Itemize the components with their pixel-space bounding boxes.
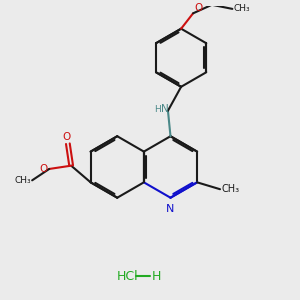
Text: O: O: [194, 3, 202, 13]
Text: N: N: [161, 104, 169, 114]
Text: CH₃: CH₃: [233, 4, 250, 14]
Text: CH₃: CH₃: [222, 184, 240, 194]
Text: HCl: HCl: [117, 270, 139, 283]
Text: CH₃: CH₃: [14, 176, 31, 185]
Text: H: H: [152, 270, 161, 283]
Text: N: N: [166, 204, 174, 214]
Text: O: O: [40, 164, 48, 174]
Text: O: O: [63, 132, 71, 142]
Text: H: H: [154, 104, 160, 113]
